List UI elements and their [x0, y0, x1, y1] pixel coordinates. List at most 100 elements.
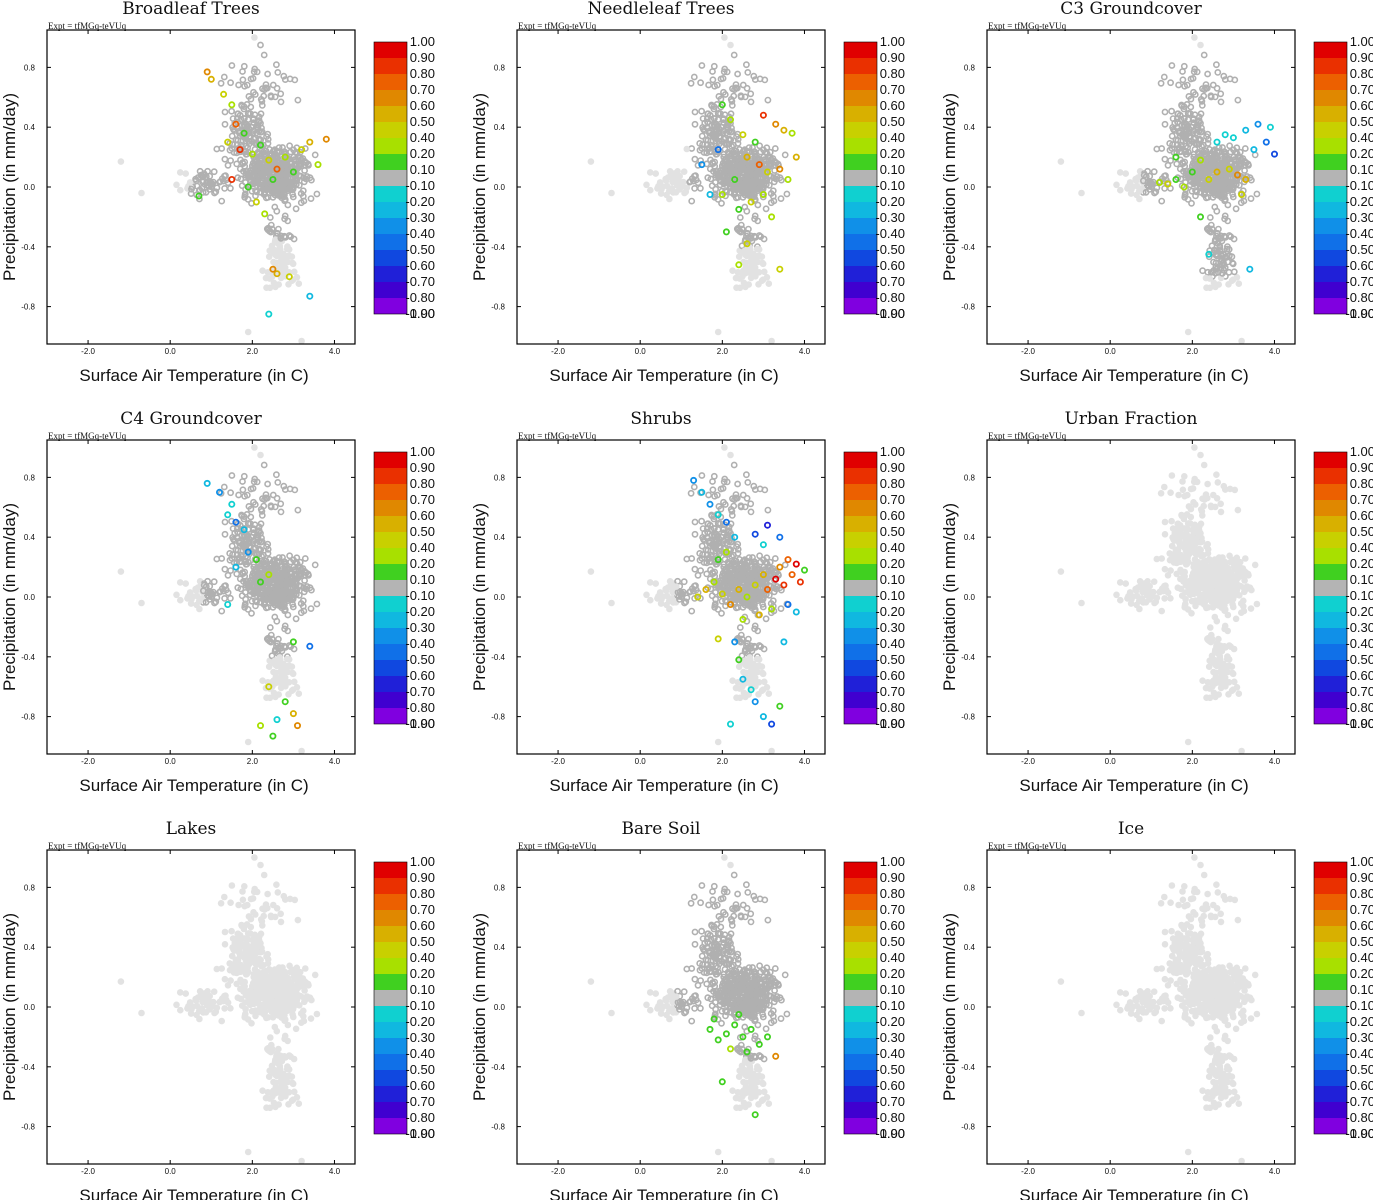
- data-point-grey: [1201, 189, 1208, 197]
- data-point-grey: [272, 61, 280, 69]
- data-point-grey: [746, 171, 754, 179]
- data-point-grey: [229, 525, 237, 532]
- data-point-grey: [1218, 252, 1225, 260]
- colorbar-bin: [1314, 234, 1347, 250]
- data-point-colored: [731, 638, 739, 646]
- data-point-grey: [281, 156, 289, 164]
- data-point-background: [735, 253, 743, 260]
- data-point-grey: [1175, 81, 1182, 89]
- data-point-colored: [256, 578, 264, 586]
- data-point-grey: [248, 597, 256, 605]
- chart-title: Urban Fraction: [1065, 409, 1198, 429]
- x-tick-label: 0.0: [1105, 347, 1117, 356]
- data-point-colored: [265, 310, 273, 318]
- data-point-colored: [265, 683, 273, 691]
- colorbar-label: 0.20: [410, 556, 435, 571]
- x-axis-label: Surface Air Temperature (in C): [1019, 366, 1248, 385]
- data-point-background: [266, 694, 274, 702]
- data-point-background: [735, 663, 743, 670]
- data-point-grey: [213, 555, 221, 563]
- data-point-grey: [257, 529, 264, 537]
- data-point-grey: [274, 640, 281, 647]
- colorbar-bin: [1314, 122, 1347, 138]
- data-point-background: [1175, 491, 1182, 499]
- data-point-grey: [277, 500, 285, 508]
- data-point-grey: [751, 76, 759, 83]
- data-point-grey: [260, 92, 268, 100]
- colorbar-bin: [844, 580, 877, 596]
- colorbar-bin: [374, 186, 407, 202]
- data-point-grey: [1226, 142, 1233, 150]
- data-point-background: [1205, 663, 1213, 670]
- data-point-grey: [221, 565, 229, 573]
- data-point-grey: [1211, 146, 1219, 153]
- data-point-colored: [751, 530, 759, 538]
- data-point-grey: [269, 81, 277, 89]
- data-point-grey: [762, 615, 770, 623]
- chart-title: Broadleaf Trees: [122, 0, 260, 19]
- data-point-background: [1133, 191, 1140, 199]
- data-point-grey: [1221, 212, 1229, 220]
- colorbar-label: 0.60: [880, 98, 905, 113]
- data-point-background: [1126, 179, 1134, 186]
- data-point-grey: [228, 62, 236, 69]
- colorbar-label: 0.40: [1350, 130, 1373, 145]
- data-point-grey: [723, 571, 731, 579]
- data-point-grey: [751, 567, 759, 574]
- data-point-colored: [776, 702, 784, 710]
- data-point-background: [745, 269, 752, 276]
- colorbar-bin: [1314, 282, 1347, 298]
- data-point-grey: [239, 569, 246, 576]
- data-point-grey: [267, 631, 275, 639]
- data-point-grey: [1190, 115, 1198, 123]
- data-point-colored: [236, 146, 244, 154]
- data-point-grey: [691, 172, 698, 180]
- x-tick-label: 4.0: [1269, 347, 1281, 356]
- data-point-background: [662, 175, 669, 183]
- data-point-background: [1224, 627, 1231, 635]
- data-point-grey: [263, 543, 270, 550]
- data-point-colored: [289, 168, 297, 176]
- data-point-background: [1158, 555, 1165, 562]
- y-axis-label: Precipitation (in mm/day): [470, 93, 489, 281]
- data-point-grey: [206, 185, 213, 193]
- data-point-background: [1253, 600, 1261, 608]
- data-point-grey: [734, 70, 741, 78]
- colorbar-label: 0.90: [880, 460, 905, 475]
- x-tick-label: -2.0: [551, 347, 565, 356]
- colorbar-label: 0.90: [1350, 50, 1373, 65]
- data-point-grey: [1197, 188, 1205, 196]
- data-point-background: [1246, 584, 1254, 591]
- expt-annotation: Expt = tfMGq-teVUq: [518, 21, 597, 31]
- data-point-grey: [271, 503, 279, 511]
- x-tick-label: 2.0: [717, 347, 729, 356]
- data-point-grey: [736, 624, 744, 631]
- data-point-grey: [727, 529, 734, 537]
- y-tick-label: 0.0: [24, 183, 36, 192]
- data-point-background: [291, 678, 298, 686]
- data-point-grey: [273, 84, 281, 92]
- data-point-grey: [777, 195, 785, 202]
- colorbar-label: 0.40: [880, 130, 905, 145]
- data-point-grey: [1216, 184, 1224, 192]
- data-point-colored: [298, 146, 306, 154]
- expt-annotation: Expt = tfMGq-teVUq: [988, 431, 1067, 441]
- colorbar-label: 0.90: [410, 50, 435, 65]
- data-point-grey: [770, 584, 778, 592]
- data-point-grey: [277, 98, 285, 106]
- data-point-grey: [301, 555, 309, 562]
- data-point-grey: [751, 197, 758, 205]
- colorbar-label: 0.70: [880, 82, 905, 97]
- data-point-grey: [250, 478, 258, 486]
- data-point-background: [1122, 170, 1129, 177]
- data-point-grey: [246, 591, 254, 599]
- data-point-background: [721, 34, 728, 41]
- data-point-colored: [743, 240, 751, 248]
- data-point-background: [278, 662, 285, 670]
- data-point-grey: [1200, 51, 1208, 59]
- data-point-grey: [284, 627, 292, 635]
- data-point-grey: [729, 582, 737, 590]
- data-point-background: [652, 580, 659, 587]
- data-point-grey: [1221, 156, 1229, 164]
- data-point-background: [1242, 555, 1249, 562]
